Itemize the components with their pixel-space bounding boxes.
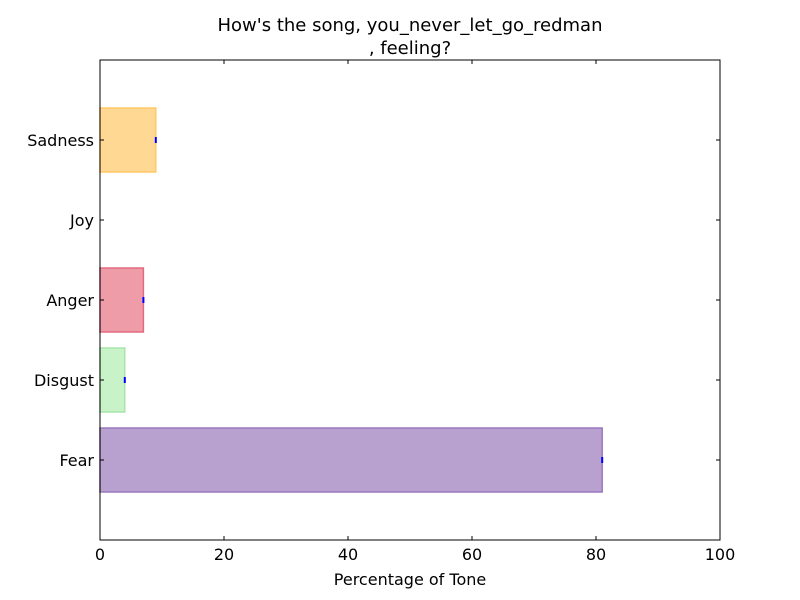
y-tick-label-fear: Fear bbox=[59, 451, 94, 470]
y-tick-label-anger: Anger bbox=[46, 291, 94, 310]
chart-title-line-1: How's the song, you_never_let_go_redman bbox=[218, 15, 603, 36]
x-tick-label-60: 60 bbox=[462, 545, 482, 564]
bar-anger bbox=[99, 267, 145, 333]
y-tick-label-joy: Joy bbox=[69, 211, 94, 230]
chart-title-line-2: , feeling? bbox=[369, 38, 451, 59]
x-tick-label-100: 100 bbox=[705, 545, 736, 564]
bar-sadness bbox=[99, 107, 157, 173]
bars-layer bbox=[99, 107, 604, 493]
x-tick-label-40: 40 bbox=[338, 545, 358, 564]
plot-frame bbox=[99, 59, 721, 541]
x-tick-label-0: 0 bbox=[95, 545, 105, 564]
x-axis-label: Percentage of Tone bbox=[334, 570, 486, 589]
y-tick-label-sadness: Sadness bbox=[27, 131, 94, 150]
x-tick-label-80: 80 bbox=[586, 545, 606, 564]
bar-fear bbox=[99, 427, 603, 493]
x-tick-label-20: 20 bbox=[214, 545, 234, 564]
y-tick-label-disgust: Disgust bbox=[34, 371, 94, 390]
ticks-layer: Sadness Joy Anger Disgust Fear 0 20 40 60 80 100 bbox=[27, 60, 735, 564]
